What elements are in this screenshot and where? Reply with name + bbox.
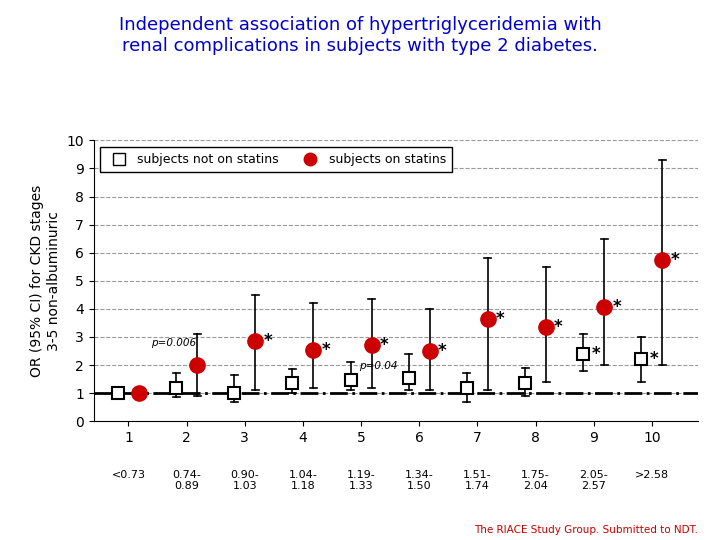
- Text: *: *: [322, 341, 330, 359]
- Text: *: *: [612, 299, 621, 316]
- Text: 1.19-
1.33: 1.19- 1.33: [347, 470, 376, 491]
- Text: *: *: [670, 251, 679, 269]
- Text: *: *: [379, 336, 388, 354]
- Text: *: *: [554, 318, 563, 336]
- Legend: subjects not on statins, subjects on statins: subjects not on statins, subjects on sta…: [100, 147, 452, 172]
- Text: <0.73: <0.73: [112, 470, 145, 480]
- Text: *: *: [264, 332, 272, 350]
- Text: The RIACE Study Group. Submitted to NDT.: The RIACE Study Group. Submitted to NDT.: [474, 524, 698, 535]
- Text: p=0.04: p=0.04: [359, 361, 397, 371]
- Text: *: *: [496, 310, 505, 328]
- Text: 0.90-
1.03: 0.90- 1.03: [230, 470, 259, 491]
- Text: >2.58: >2.58: [635, 470, 669, 480]
- Text: 1.75-
2.04: 1.75- 2.04: [521, 470, 550, 491]
- Text: 1.04-
1.18: 1.04- 1.18: [289, 470, 318, 491]
- Text: 0.74-
0.89: 0.74- 0.89: [172, 470, 201, 491]
- Text: *: *: [591, 345, 600, 363]
- Text: *: *: [649, 350, 658, 368]
- Text: *: *: [438, 342, 446, 360]
- Text: p=0.006: p=0.006: [150, 338, 196, 348]
- Text: Independent association of hypertriglyceridemia with
renal complications in subj: Independent association of hypertriglyce…: [119, 16, 601, 55]
- Y-axis label: OR (95% CI) for CKD stages
3-5 non-albuminuric: OR (95% CI) for CKD stages 3-5 non-album…: [30, 185, 60, 377]
- Text: 1.34-
1.50: 1.34- 1.50: [405, 470, 433, 491]
- Text: 1.51-
1.74: 1.51- 1.74: [463, 470, 492, 491]
- Text: 2.05-
2.57: 2.05- 2.57: [580, 470, 608, 491]
